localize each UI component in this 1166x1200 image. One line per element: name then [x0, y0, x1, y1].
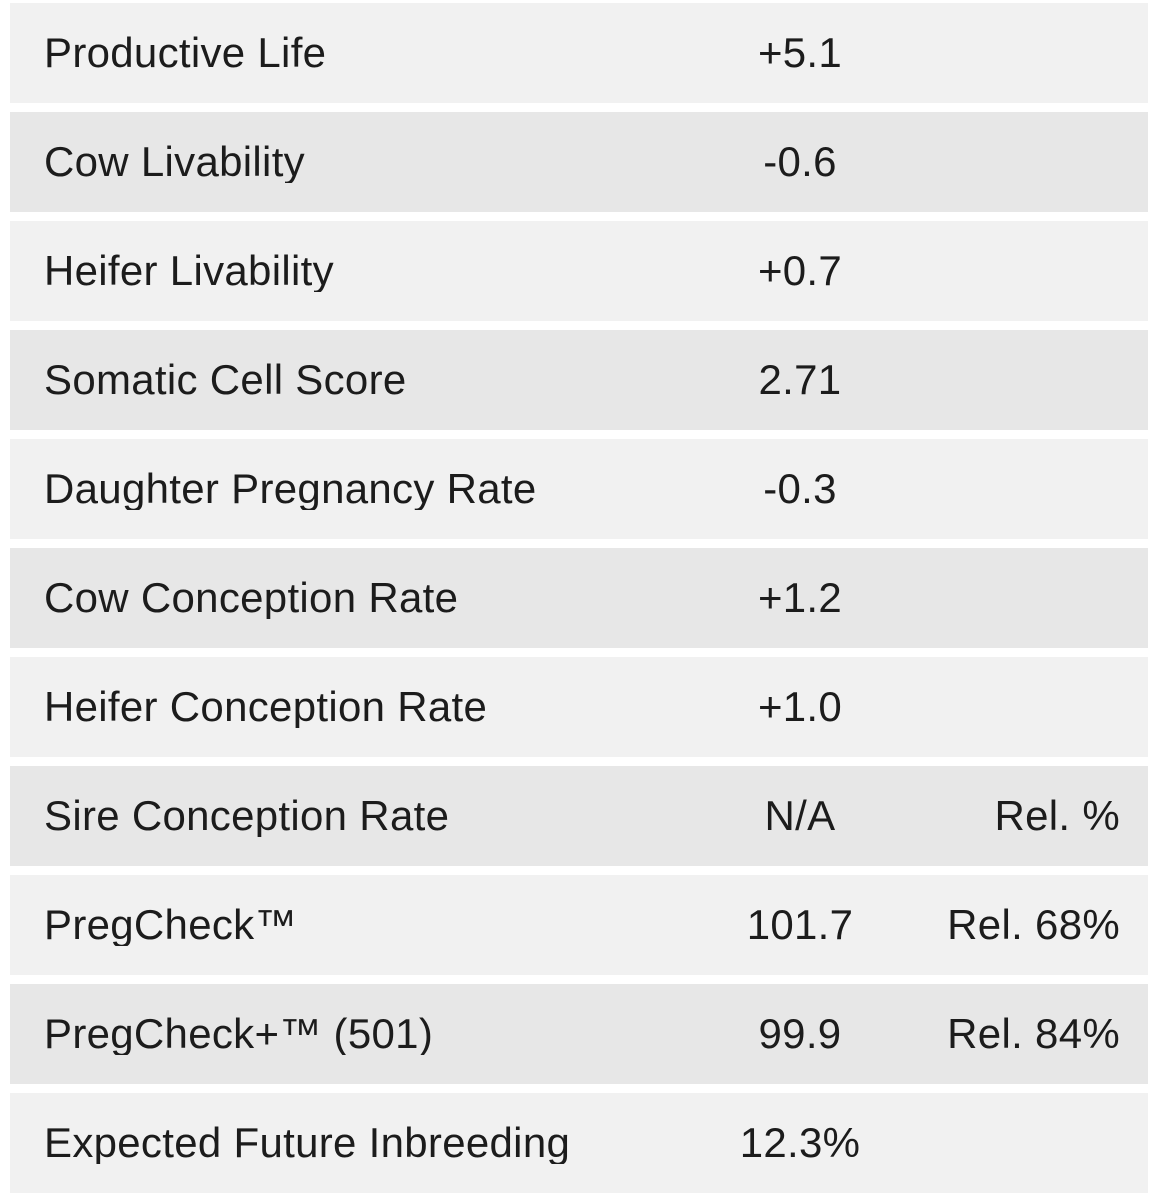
table-row: Cow Livability -0.6: [10, 112, 1148, 212]
trait-label: Expected Future Inbreeding: [44, 1122, 571, 1164]
trait-reliability: Rel. 84%: [947, 1010, 1120, 1057]
table-row: Sire Conception Rate N/A Rel. %: [10, 766, 1148, 866]
trait-label: Sire Conception Rate: [44, 795, 450, 837]
trait-label: Productive Life: [44, 32, 327, 74]
trait-value: +1.0: [757, 683, 843, 730]
trait-label: Cow Conception Rate: [44, 577, 459, 619]
table-row: Cow Conception Rate +1.2: [10, 548, 1148, 648]
table-row: Heifer Livability +0.7: [10, 221, 1148, 321]
trait-reliability: Rel. 68%: [947, 901, 1120, 948]
trait-label: Heifer Livability: [44, 250, 334, 292]
table-row: Daughter Pregnancy Rate -0.3: [10, 439, 1148, 539]
trait-value: 12.3%: [739, 1119, 861, 1166]
trait-reliability: Rel. %: [994, 792, 1120, 839]
trait-value: 99.9: [758, 1010, 842, 1057]
trait-value: +1.2: [757, 574, 843, 621]
trait-value: N/A: [764, 792, 836, 839]
table-row: Expected Future Inbreeding 12.3%: [10, 1093, 1148, 1193]
table-row: Heifer Conception Rate +1.0: [10, 657, 1148, 757]
table-row: PregCheck+™ (501) 99.9 Rel. 84%: [10, 984, 1148, 1084]
trait-value: -0.6: [763, 138, 837, 185]
table-row: Productive Life +5.1: [10, 3, 1148, 103]
trait-label: Daughter Pregnancy Rate: [44, 468, 537, 510]
trait-label: Heifer Conception Rate: [44, 686, 488, 728]
trait-value: 2.71: [758, 356, 842, 403]
trait-value: +5.1: [757, 29, 843, 76]
trait-label: PregCheck™: [44, 904, 297, 946]
trait-label: Somatic Cell Score: [44, 359, 407, 401]
table-row: Somatic Cell Score 2.71: [10, 330, 1148, 430]
table-row: PregCheck™ 101.7 Rel. 68%: [10, 875, 1148, 975]
trait-value: 101.7: [746, 901, 854, 948]
trait-value: -0.3: [763, 465, 837, 512]
trait-label: Cow Livability: [44, 141, 305, 183]
trait-value: +0.7: [757, 247, 843, 294]
trait-label: PregCheck+™ (501): [44, 1013, 434, 1055]
traits-table: Productive Life +5.1 Cow Livability -0.6 Hei…: [10, 0, 1148, 1193]
